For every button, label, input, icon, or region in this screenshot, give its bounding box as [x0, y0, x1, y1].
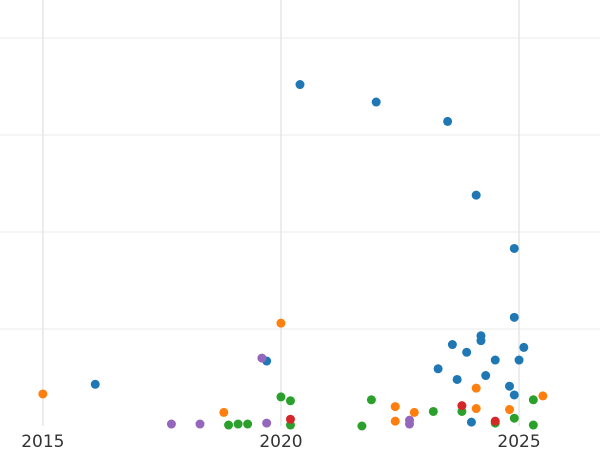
data-point	[366, 395, 376, 405]
data-point	[390, 402, 400, 412]
data-point	[514, 355, 524, 365]
data-point	[219, 407, 229, 417]
data-point	[357, 421, 367, 431]
data-point	[528, 420, 538, 430]
data-point	[505, 381, 515, 391]
data-point	[471, 383, 481, 393]
data-point	[276, 392, 286, 402]
data-point	[509, 312, 519, 322]
data-point	[262, 418, 272, 428]
data-point	[443, 116, 453, 126]
data-point	[457, 401, 467, 411]
data-point	[195, 419, 205, 429]
data-point	[276, 318, 286, 328]
data-point	[243, 419, 253, 429]
data-point	[38, 389, 48, 399]
data-point	[538, 391, 548, 401]
data-point	[233, 419, 243, 429]
data-point	[476, 336, 486, 346]
data-point	[257, 353, 267, 363]
data-point	[390, 416, 400, 426]
data-point	[452, 374, 462, 384]
data-point	[509, 413, 519, 423]
data-point	[409, 407, 419, 417]
data-points	[38, 80, 548, 431]
data-point	[509, 243, 519, 253]
grid	[0, 0, 600, 426]
data-point	[447, 340, 457, 350]
data-point	[428, 406, 438, 416]
data-point	[528, 395, 538, 405]
data-point	[490, 416, 500, 426]
data-point	[166, 419, 176, 429]
data-point	[405, 419, 415, 429]
data-point	[509, 390, 519, 400]
data-point	[224, 420, 234, 430]
data-point	[481, 371, 491, 381]
data-point	[371, 97, 381, 107]
x-tick-label: 2015	[21, 432, 64, 450]
data-point	[462, 347, 472, 357]
data-point	[90, 379, 100, 389]
data-point	[285, 414, 295, 424]
data-point	[295, 80, 305, 90]
data-point	[466, 417, 476, 427]
data-point	[471, 190, 481, 200]
data-point	[471, 404, 481, 414]
data-point	[490, 355, 500, 365]
data-point	[285, 396, 295, 406]
x-tick-label: 2025	[497, 432, 540, 450]
x-axis-ticks: 2015 2020 2025	[21, 432, 540, 450]
data-point	[433, 364, 443, 374]
data-point	[519, 342, 529, 352]
data-point	[505, 405, 515, 415]
x-tick-label: 2020	[259, 432, 302, 450]
